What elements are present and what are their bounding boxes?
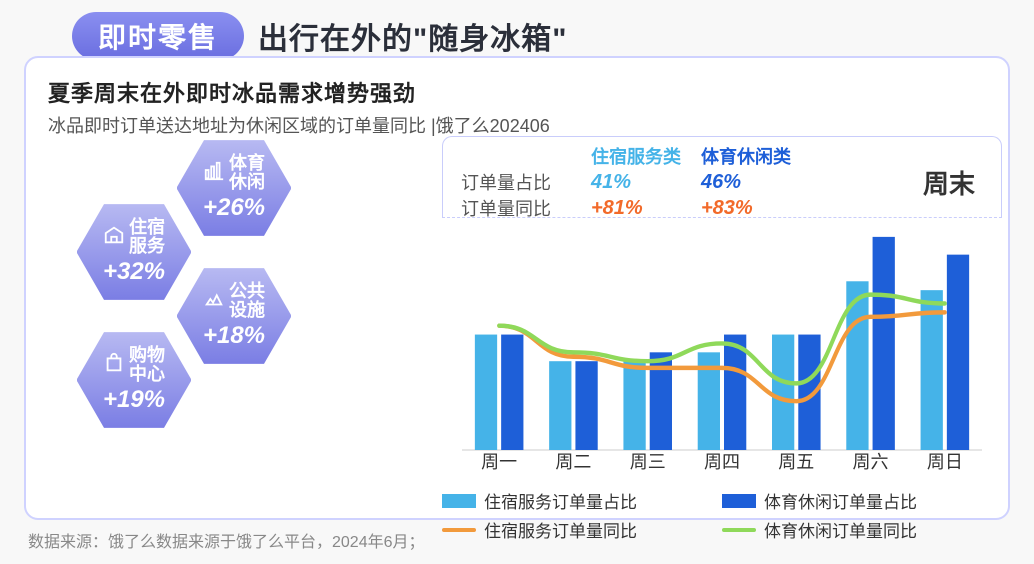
hex-public-fac: 公共设施+18%	[174, 264, 294, 368]
hex-label: 公共设施	[229, 282, 265, 320]
legend-item: 住宿服务订单量同比	[442, 517, 722, 542]
x-tick: 周六	[833, 448, 907, 474]
yoy-sports: +83%	[701, 197, 811, 220]
legend-swatch	[722, 528, 756, 532]
legend-item: 体育休闲订单量占比	[722, 488, 1002, 513]
x-tick: 周日	[908, 448, 982, 474]
share-lodging: 41%	[591, 171, 701, 194]
weekend-label: 周末	[923, 164, 991, 201]
hex-grid: 体育休闲+26%住宿服务+32%公共设施+18%购物中心+19%	[36, 136, 396, 486]
hex-sports-leisure: 体育休闲+26%	[174, 136, 294, 240]
legend-swatch	[442, 528, 476, 532]
x-tick: 周二	[536, 448, 610, 474]
legend-label: 住宿服务订单量占比	[484, 488, 637, 513]
x-axis-labels: 周一周二周三周四周五周六周日	[462, 448, 982, 474]
badge-instant-retail: 即时零售	[72, 12, 244, 60]
row-share-label: 订单量占比	[461, 169, 591, 195]
legend-swatch	[442, 494, 476, 508]
chart-legend: 住宿服务订单量占比 体育休闲订单量占比住宿服务订单量同比 体育休闲订单量同比	[442, 488, 1002, 542]
legend-swatch	[722, 494, 756, 508]
legend-label: 体育休闲订单量占比	[764, 488, 917, 513]
hex-pct: +32%	[103, 258, 165, 286]
summary-col2-head: 体育休闲类	[701, 143, 811, 169]
sports-leisure-icon	[203, 160, 225, 187]
hex-shopping: 购物中心+19%	[74, 328, 194, 432]
chart-panel: 住宿服务类 体育休闲类 周末 订单量占比 41% 46% 订单量同比 +81% …	[442, 136, 1002, 496]
yoy-lodging: +81%	[591, 197, 701, 220]
x-tick: 周一	[462, 448, 536, 474]
header-row: 即时零售 出行在外的"随身冰箱"	[72, 12, 1010, 60]
chart-plot	[462, 228, 982, 450]
hex-label: 住宿服务	[129, 218, 165, 256]
x-tick: 周四	[685, 448, 759, 474]
hex-lodging: 住宿服务+32%	[74, 200, 194, 304]
lodging-icon	[103, 224, 125, 251]
legend-item: 住宿服务订单量占比	[442, 488, 722, 513]
hex-pct: +18%	[203, 322, 265, 350]
legend-item: 体育休闲订单量同比	[722, 517, 1002, 542]
summary-col1-head: 住宿服务类	[591, 143, 701, 169]
data-source-footer: 数据来源：饿了么数据来源于饿了么平台，2024年6月；	[28, 528, 425, 552]
card-subtitle: 夏季周末在外即时冰品需求增势强劲	[48, 76, 986, 108]
main-card: 夏季周末在外即时冰品需求增势强劲 冰品即时订单送达地址为休闲区域的订单量同比 |…	[24, 56, 1010, 520]
row-yoy-label: 订单量同比	[461, 195, 591, 221]
legend-label: 住宿服务订单量同比	[484, 517, 637, 542]
hex-pct: +19%	[103, 386, 165, 414]
hex-label: 体育休闲	[229, 154, 265, 192]
summary-box: 住宿服务类 体育休闲类 周末 订单量占比 41% 46% 订单量同比 +81% …	[442, 136, 1002, 218]
page-title: 出行在外的"随身冰箱"	[258, 14, 567, 58]
shopping-icon	[103, 352, 125, 379]
public-fac-icon	[203, 288, 225, 315]
legend-label: 体育休闲订单量同比	[764, 517, 917, 542]
x-tick: 周三	[611, 448, 685, 474]
share-sports: 46%	[701, 171, 811, 194]
card-desc: 冰品即时订单送达地址为休闲区域的订单量同比 |饿了么202406	[48, 112, 986, 138]
x-tick: 周五	[759, 448, 833, 474]
hex-pct: +26%	[203, 194, 265, 222]
hex-label: 购物中心	[129, 346, 165, 384]
